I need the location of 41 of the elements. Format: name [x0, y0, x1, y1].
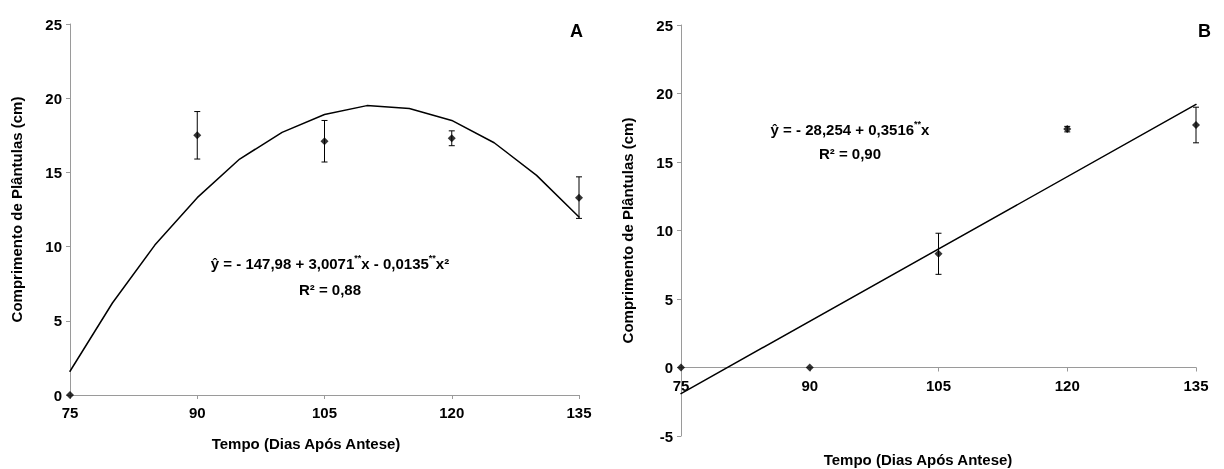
y-tick-label: 0	[664, 359, 673, 376]
x-tick-label: 105	[925, 376, 952, 394]
x-tick-label: 90	[188, 404, 206, 421]
y-tick-label: 10	[656, 222, 673, 239]
y-tick-label: 10	[45, 238, 62, 256]
y-tick-label: 0	[53, 386, 62, 404]
y-tick-label: 15	[656, 153, 673, 171]
point	[447, 134, 456, 143]
x-tick-label: 135	[566, 404, 592, 421]
point	[193, 131, 202, 140]
y-tick-label: 25	[45, 15, 62, 33]
y-tick-label: 5	[53, 312, 62, 330]
x-axis-title: Tempo (Dias Após Antese)	[823, 450, 1013, 468]
x-tick-label: 120	[1054, 376, 1080, 394]
text: B	[1198, 21, 1211, 41]
y-tick-label: 5	[664, 290, 673, 308]
point	[575, 193, 583, 202]
annotation: A	[570, 21, 583, 41]
x-tick-label: 75	[61, 404, 79, 421]
y-tick-label: 20	[656, 85, 673, 102]
annotation: ŷ = - 28,254 + 0,3516**x	[770, 118, 931, 138]
y-axis-title: Comprimento de Plântulas (cm)	[619, 117, 636, 344]
x-tick-label: 75	[672, 376, 690, 394]
y-tick-label: 15	[45, 163, 62, 181]
x-tick-label: 90	[801, 376, 819, 394]
annotation: ŷ = - 147,98 + 3,0071**x - 0,0135**x²	[210, 252, 450, 272]
y-tick-label: 20	[45, 89, 62, 107]
annotation: R² = 0,90	[818, 145, 882, 162]
point	[1192, 121, 1200, 130]
annotation: R² = 0,88	[298, 281, 362, 298]
point	[934, 249, 943, 258]
point	[805, 363, 814, 372]
y-tick-label: 25	[656, 16, 673, 34]
point	[677, 363, 685, 372]
x-tick-label: 105	[311, 404, 338, 421]
x-tick-label: 120	[439, 404, 465, 421]
x-axis-title: Tempo (Dias Após Antese)	[211, 434, 401, 452]
x-tick-label: 135	[1183, 376, 1209, 394]
y-tick-label: -5	[659, 427, 673, 445]
y-axis-title: Comprimento de Plântulas (cm)	[8, 96, 25, 323]
point	[320, 137, 329, 146]
